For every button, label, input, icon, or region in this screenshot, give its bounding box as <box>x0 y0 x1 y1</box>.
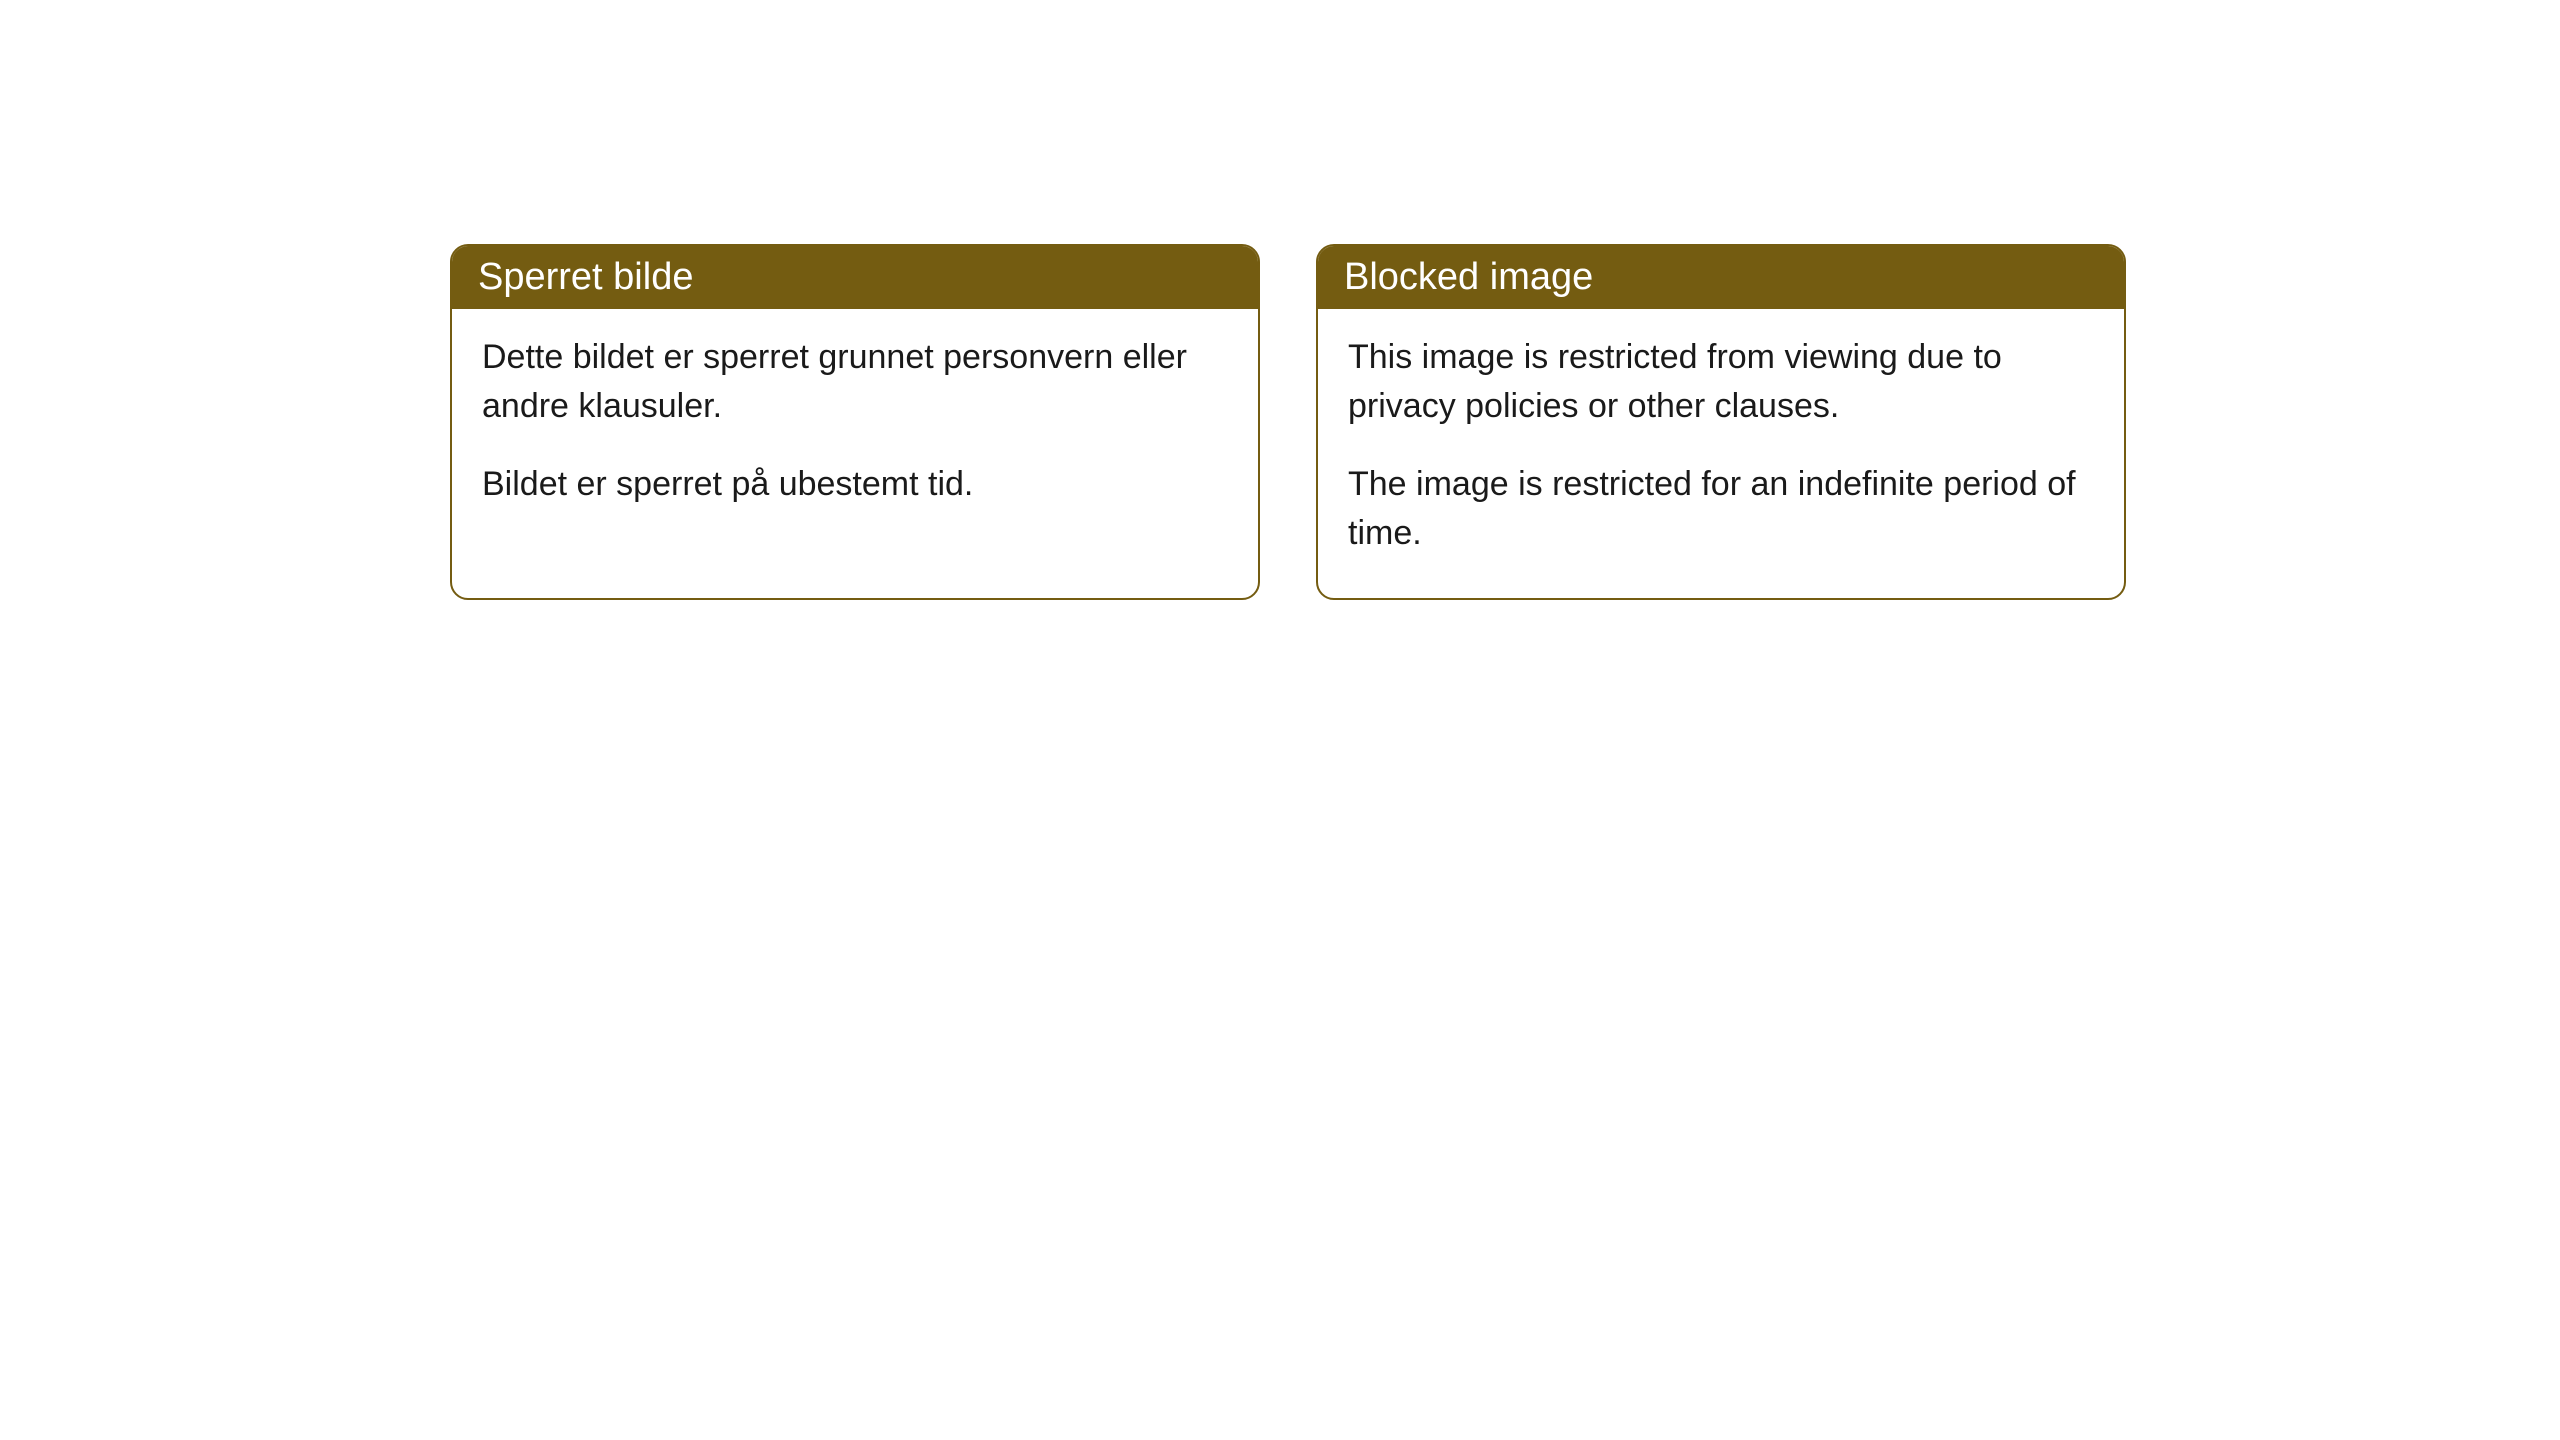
blocked-image-card-norwegian: Sperret bilde Dette bildet er sperret gr… <box>450 244 1260 600</box>
card-header-norwegian: Sperret bilde <box>452 246 1258 309</box>
card-paragraph-1: Dette bildet er sperret grunnet personve… <box>482 333 1228 432</box>
card-paragraph-2: The image is restricted for an indefinit… <box>1348 460 2094 559</box>
blocked-image-card-english: Blocked image This image is restricted f… <box>1316 244 2126 600</box>
card-body-norwegian: Dette bildet er sperret grunnet personve… <box>452 309 1258 549</box>
card-paragraph-1: This image is restricted from viewing du… <box>1348 333 2094 432</box>
card-title: Blocked image <box>1344 256 1593 298</box>
notice-cards-container: Sperret bilde Dette bildet er sperret gr… <box>450 244 2126 600</box>
card-title: Sperret bilde <box>478 256 693 298</box>
card-header-english: Blocked image <box>1318 246 2124 309</box>
card-body-english: This image is restricted from viewing du… <box>1318 309 2124 598</box>
card-paragraph-2: Bildet er sperret på ubestemt tid. <box>482 460 1228 509</box>
